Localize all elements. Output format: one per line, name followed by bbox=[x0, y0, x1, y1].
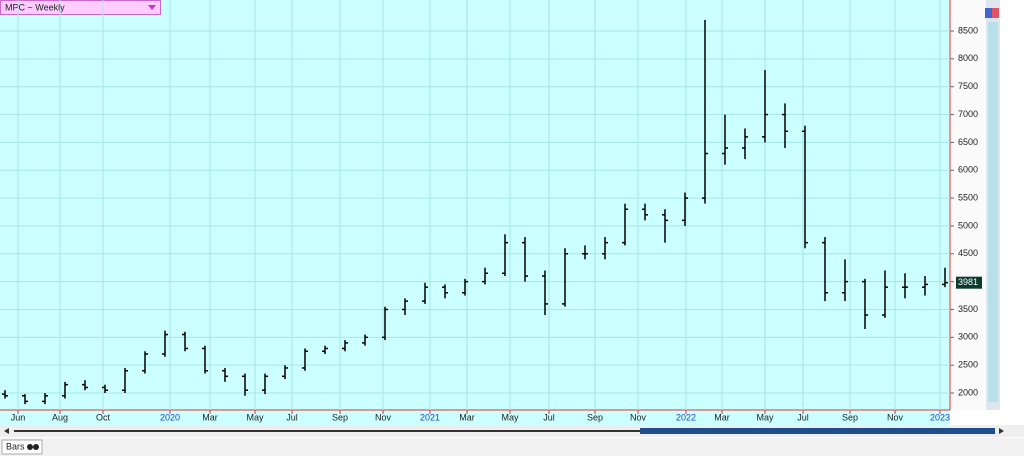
chart-style: Bars bbox=[6, 441, 25, 451]
last-price-box bbox=[956, 276, 982, 289]
x-tick-label: Mar bbox=[459, 412, 475, 422]
scroll-right[interactable] bbox=[999, 428, 1004, 434]
y-tick-label: 3500 bbox=[958, 304, 978, 314]
last-price-label: 3981 bbox=[958, 277, 978, 287]
side-bar bbox=[988, 22, 998, 402]
x-tick-label: Sep bbox=[587, 412, 603, 422]
y-tick-label: 2500 bbox=[958, 360, 978, 370]
x-tick-label: May bbox=[756, 412, 774, 422]
x-tick-label: 2022 bbox=[676, 412, 696, 422]
y-tick-label: 7000 bbox=[958, 109, 978, 119]
x-tick-label: Mar bbox=[714, 412, 730, 422]
x-tick-label: 2023 bbox=[930, 412, 950, 422]
x-tick-label: Nov bbox=[887, 412, 904, 422]
x-tick-label: Mar bbox=[202, 412, 218, 422]
x-tick-label: May bbox=[246, 412, 264, 422]
y-tick-label: 5000 bbox=[958, 220, 978, 230]
x-tick-label: Jun bbox=[11, 412, 26, 422]
x-tick-label: Nov bbox=[630, 412, 647, 422]
y-tick-label: 3000 bbox=[958, 332, 978, 342]
scroll-thumb[interactable] bbox=[640, 428, 995, 434]
x-tick-label: Jul bbox=[286, 412, 298, 422]
x-tick-label: Aug bbox=[52, 412, 68, 422]
y-tick-label: 5500 bbox=[958, 192, 978, 202]
x-tick-label: 2020 bbox=[160, 412, 180, 422]
y-tick-label: 7500 bbox=[958, 81, 978, 91]
style-icon bbox=[27, 444, 33, 450]
sell-icon[interactable] bbox=[992, 8, 999, 18]
y-tick-label: 4500 bbox=[958, 248, 978, 258]
y-tick-label: 8500 bbox=[958, 25, 978, 35]
x-tick-label: Sep bbox=[332, 412, 348, 422]
toolbar bbox=[0, 438, 1024, 456]
y-tick-label: 2000 bbox=[958, 387, 978, 397]
style-button[interactable] bbox=[1, 439, 43, 455]
x-tick-label: Nov bbox=[375, 412, 392, 422]
style-icon bbox=[33, 444, 39, 450]
price-axis-area bbox=[950, 0, 986, 410]
y-tick-label: 8000 bbox=[958, 53, 978, 63]
x-tick-label: Jul bbox=[797, 412, 809, 422]
x-tick-label: Jul bbox=[543, 412, 555, 422]
y-tick-label: 6000 bbox=[958, 165, 978, 175]
dropdown-arrow[interactable] bbox=[148, 5, 156, 10]
x-tick-label: 2021 bbox=[420, 412, 440, 422]
symbol-title: MPC ~ Weekly bbox=[5, 2, 65, 12]
x-tick-label: Oct bbox=[96, 412, 111, 422]
plot-background bbox=[0, 0, 950, 425]
y-tick-label: 6500 bbox=[958, 137, 978, 147]
x-tick-label: Sep bbox=[842, 412, 858, 422]
buy-icon[interactable] bbox=[985, 8, 992, 18]
symbol-selector[interactable] bbox=[0, 0, 161, 15]
x-tick-label: May bbox=[501, 412, 519, 422]
scroll-left[interactable] bbox=[4, 428, 9, 434]
